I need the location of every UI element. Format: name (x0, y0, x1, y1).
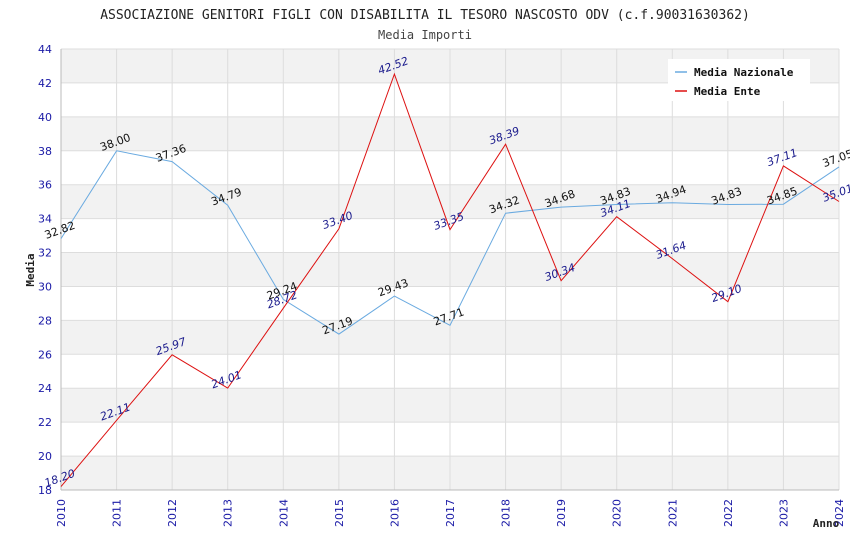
legend: Media Nazionale Media Ente (668, 59, 810, 101)
x-axis-label: Anno (813, 517, 840, 530)
chart-subtitle: Media Importi (378, 28, 472, 42)
y-tick-label: 26 (38, 348, 52, 361)
axes (60, 49, 839, 491)
chart-title: ASSOCIAZIONE GENITORI FIGLI CON DISABILI… (100, 8, 750, 23)
y-tick-label: 40 (38, 111, 52, 124)
x-tick-label: 2019 (555, 499, 568, 527)
x-tick-label: 2022 (722, 499, 735, 527)
legend-label: Media Nazionale (694, 66, 794, 79)
x-tick-label: 2015 (333, 499, 346, 527)
y-tick-label: 30 (38, 280, 52, 293)
y-tick-label: 38 (38, 145, 52, 158)
y-tick-label: 24 (38, 382, 52, 395)
series-lines (60, 72, 840, 487)
y-tick-label: 20 (38, 450, 52, 463)
x-tick-label: 2016 (388, 499, 401, 527)
x-tick-label: 2018 (500, 499, 513, 527)
x-tick-label: 2014 (277, 499, 290, 527)
legend-box (668, 59, 810, 101)
y-tick-label: 34 (38, 213, 52, 226)
y-axis-label: Media (24, 253, 37, 286)
x-tick-label: 2017 (444, 499, 457, 527)
legend-label: Media Ente (694, 85, 761, 98)
x-tick-labels: 2010 2011 2012 2013 2014 2015 2016 2017 2018 2019… (55, 499, 846, 527)
x-tick-label: 2020 (611, 499, 624, 527)
y-tick-label: 18 (38, 484, 52, 497)
x-tick-label: 2011 (111, 499, 124, 527)
y-tick-label: 42 (38, 77, 52, 90)
y-tick-label: 22 (38, 416, 52, 429)
series-line-media-ente (60, 72, 840, 487)
y-tick-label: 44 (38, 43, 52, 56)
x-tick-label: 2023 (777, 499, 790, 527)
x-tick-label: 2021 (666, 499, 679, 527)
y-tick-label: 28 (38, 314, 52, 327)
x-tick-label: 2013 (222, 499, 235, 527)
series-line-media-nazionale (60, 150, 840, 335)
x-tick-label: 2024 (833, 499, 846, 527)
x-tick-label: 2010 (55, 499, 68, 527)
x-tick-label: 2012 (166, 499, 179, 527)
y-tick-label: 36 (38, 179, 52, 192)
y-tick-label: 32 (38, 247, 52, 260)
y-tick-labels: 18 20 22 24 26 28 30 32 34 36 38 40 42 44 (38, 43, 52, 497)
